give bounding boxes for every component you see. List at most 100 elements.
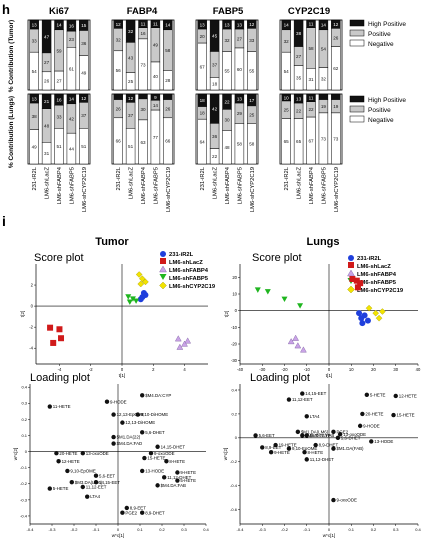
bar-value-label: 29 <box>237 111 243 116</box>
bar-value-label: 12 <box>249 22 255 27</box>
bar-value-label: 13 <box>296 96 302 101</box>
bar-value-label: 22 <box>224 100 230 105</box>
loading-plots: -0.4 -0.3 -0.2 -0.1 0 0.1 0.2 0.3 0.4-0.4-0.3-0.… <box>13 384 422 538</box>
bar-segment-negative <box>331 112 341 165</box>
bar-chart-lungs-ki67: 13 38 49 231-iR2L 21 48 31 LM6-shLacZ 16 33 51 LM6-… <box>27 93 91 212</box>
loading-point <box>260 445 265 450</box>
bar-value-label: 23 <box>69 37 75 42</box>
score-legend-tumor: 231-iR2L LM6-shLacZ LM6-shFABP4 LM6-shFA… <box>159 251 216 290</box>
bar-value-label: 67 <box>200 64 206 69</box>
score-point-lm6-shfabp4 <box>184 337 192 344</box>
loading-point-label: $M4.DA:CYP <box>145 393 171 398</box>
x-tick-label: -2 <box>89 367 93 372</box>
bar-value-label: 59 <box>56 48 62 53</box>
category-tick-label: 231-iR2L <box>116 166 122 190</box>
score-point-lm6-shfabp5 <box>281 296 288 302</box>
bar-value-label: 64 <box>200 139 206 144</box>
bar-value-label: 37 <box>212 62 218 67</box>
loading-point-label: 11,12-EET <box>292 397 313 402</box>
y-tick-label: 0.1 <box>21 433 27 438</box>
loading-point-label: $M4.DA:FAB <box>161 483 186 488</box>
bar-segment-negative <box>222 130 232 165</box>
loading-point-label: 11,12-DHET <box>167 475 191 480</box>
loading-point <box>253 433 258 438</box>
loading-point <box>162 475 167 480</box>
loading-point-label: 14,15-EET <box>305 391 326 396</box>
panel-h-label: h <box>2 2 10 17</box>
loading-point <box>47 404 52 409</box>
loading-point <box>155 444 160 449</box>
bar-value-label: 35 <box>296 76 302 81</box>
bar-value-label: 12 <box>333 22 339 27</box>
marker-title-fabp5: FABP5 <box>213 6 244 17</box>
loading-point <box>313 442 318 448</box>
loading-point <box>331 497 336 503</box>
legend-label-lm6-shcyp2c19: LM6-shCYP2C19 <box>357 288 404 294</box>
loading-point-label: $M4.DA:FAD <box>117 441 143 446</box>
x-tick-label: 0 <box>328 367 331 372</box>
bar-segment-negative <box>247 123 257 165</box>
loading-point <box>80 450 86 456</box>
bar-segment-negative <box>222 51 232 91</box>
loading-point-label: 14,15-DHET <box>161 444 186 449</box>
bar-value-label: 18 <box>200 98 206 103</box>
x-tick-label: -0.1 <box>93 527 101 532</box>
legend-marker-lm6-shlacz <box>160 258 166 264</box>
bar-value-label: 38 <box>32 114 38 119</box>
bar-segment-negative <box>306 68 316 91</box>
bar-value-label: 42 <box>212 107 218 112</box>
loading-point-label: 9-HETE <box>180 470 196 475</box>
y-tick-label: 0.4 <box>231 387 237 392</box>
bar-value-label: 14 <box>153 103 159 108</box>
loading-point <box>337 432 343 437</box>
score-point-lm6-shfabp5 <box>297 303 304 309</box>
bar-value-label: 11 <box>309 22 314 27</box>
loading-point <box>360 411 365 417</box>
loading-point-label: 12-HETE <box>399 394 417 399</box>
loading-point-label: 13-oxoODE <box>86 451 109 456</box>
legend-swatch-positive <box>349 105 365 113</box>
loading-point-label: $M1.DA(FAB) <box>336 446 364 451</box>
loading-point-label: 9-HODE <box>110 399 127 404</box>
bar-value-label: 12 <box>128 96 134 101</box>
loading-point-label: $M1.DA(22) <box>117 435 141 440</box>
score-plot-lungs: -40 -30 -20 -10 0 10 20 30 40 -30 -20 -10 0 10 20 t[1] t… <box>224 264 421 379</box>
legend-tumor: High Positive Positive Negative <box>349 19 406 48</box>
score-point-lm6-shfabp4 <box>176 343 184 350</box>
bar-value-label: 20 <box>200 34 206 39</box>
score-point-lm6-shfabp5 <box>125 294 132 300</box>
score-point-lm6-shfabp5 <box>126 299 133 305</box>
y-tick-label: -0.2 <box>20 481 28 486</box>
y-tick-label: 0 <box>31 304 34 309</box>
bar-value-label: 42 <box>69 116 75 121</box>
stacked-bar-charts: 13 33 54 47 27 26 14 59 27 16 23 61 15 36 49 12 32 56 32 43… <box>27 19 343 212</box>
y-tick-label: -0.3 <box>20 497 28 502</box>
bar-chart-lungs-fabp4: 26 66 231-iR2L 12 37 51 LM6-shLacZ 30 63 LM6-shFA… <box>111 93 175 212</box>
score-point-lm6-shlacz <box>354 284 361 291</box>
legend-marker-lm6-shfabp5 <box>159 274 167 280</box>
bar-chart-lungs-fabp5: 18 18 64 231-iR2L 42 36 22 LM6-shLacZ 22 30 48 LM6-… <box>195 93 259 212</box>
bar-segment-negative <box>209 77 220 91</box>
y-tick-label: 0 <box>25 449 28 454</box>
x-tick-label: 0.2 <box>371 527 377 532</box>
bar-value-label: 18 <box>200 111 206 116</box>
bar-value-label: 12 <box>116 22 122 27</box>
loading-point <box>124 505 129 511</box>
score-point-lm6-shfabp5 <box>264 289 271 295</box>
loading-point <box>54 450 59 456</box>
legend-label-high: High Positive <box>368 97 406 104</box>
category-tick-label: 231-iR2L <box>200 166 206 190</box>
bar-segment-negative <box>281 51 291 91</box>
loading-point <box>120 420 125 425</box>
loading-point-label: $M4.TA:CYP <box>305 433 330 438</box>
bar-value-label: 26 <box>116 107 122 112</box>
y-tick-label: -20 <box>231 342 238 347</box>
loading-point <box>93 473 99 478</box>
legend-swatch-negative <box>349 115 365 123</box>
bar-value-label: 13 <box>32 96 38 101</box>
loading-point-label: 15-HETE <box>397 413 415 418</box>
bar-value-label: 55 <box>224 69 230 74</box>
bar-value-label: 28 <box>165 78 171 83</box>
bar-value-label: 16 <box>56 97 62 102</box>
loading-point-label: 5,6-DHET <box>341 435 361 440</box>
